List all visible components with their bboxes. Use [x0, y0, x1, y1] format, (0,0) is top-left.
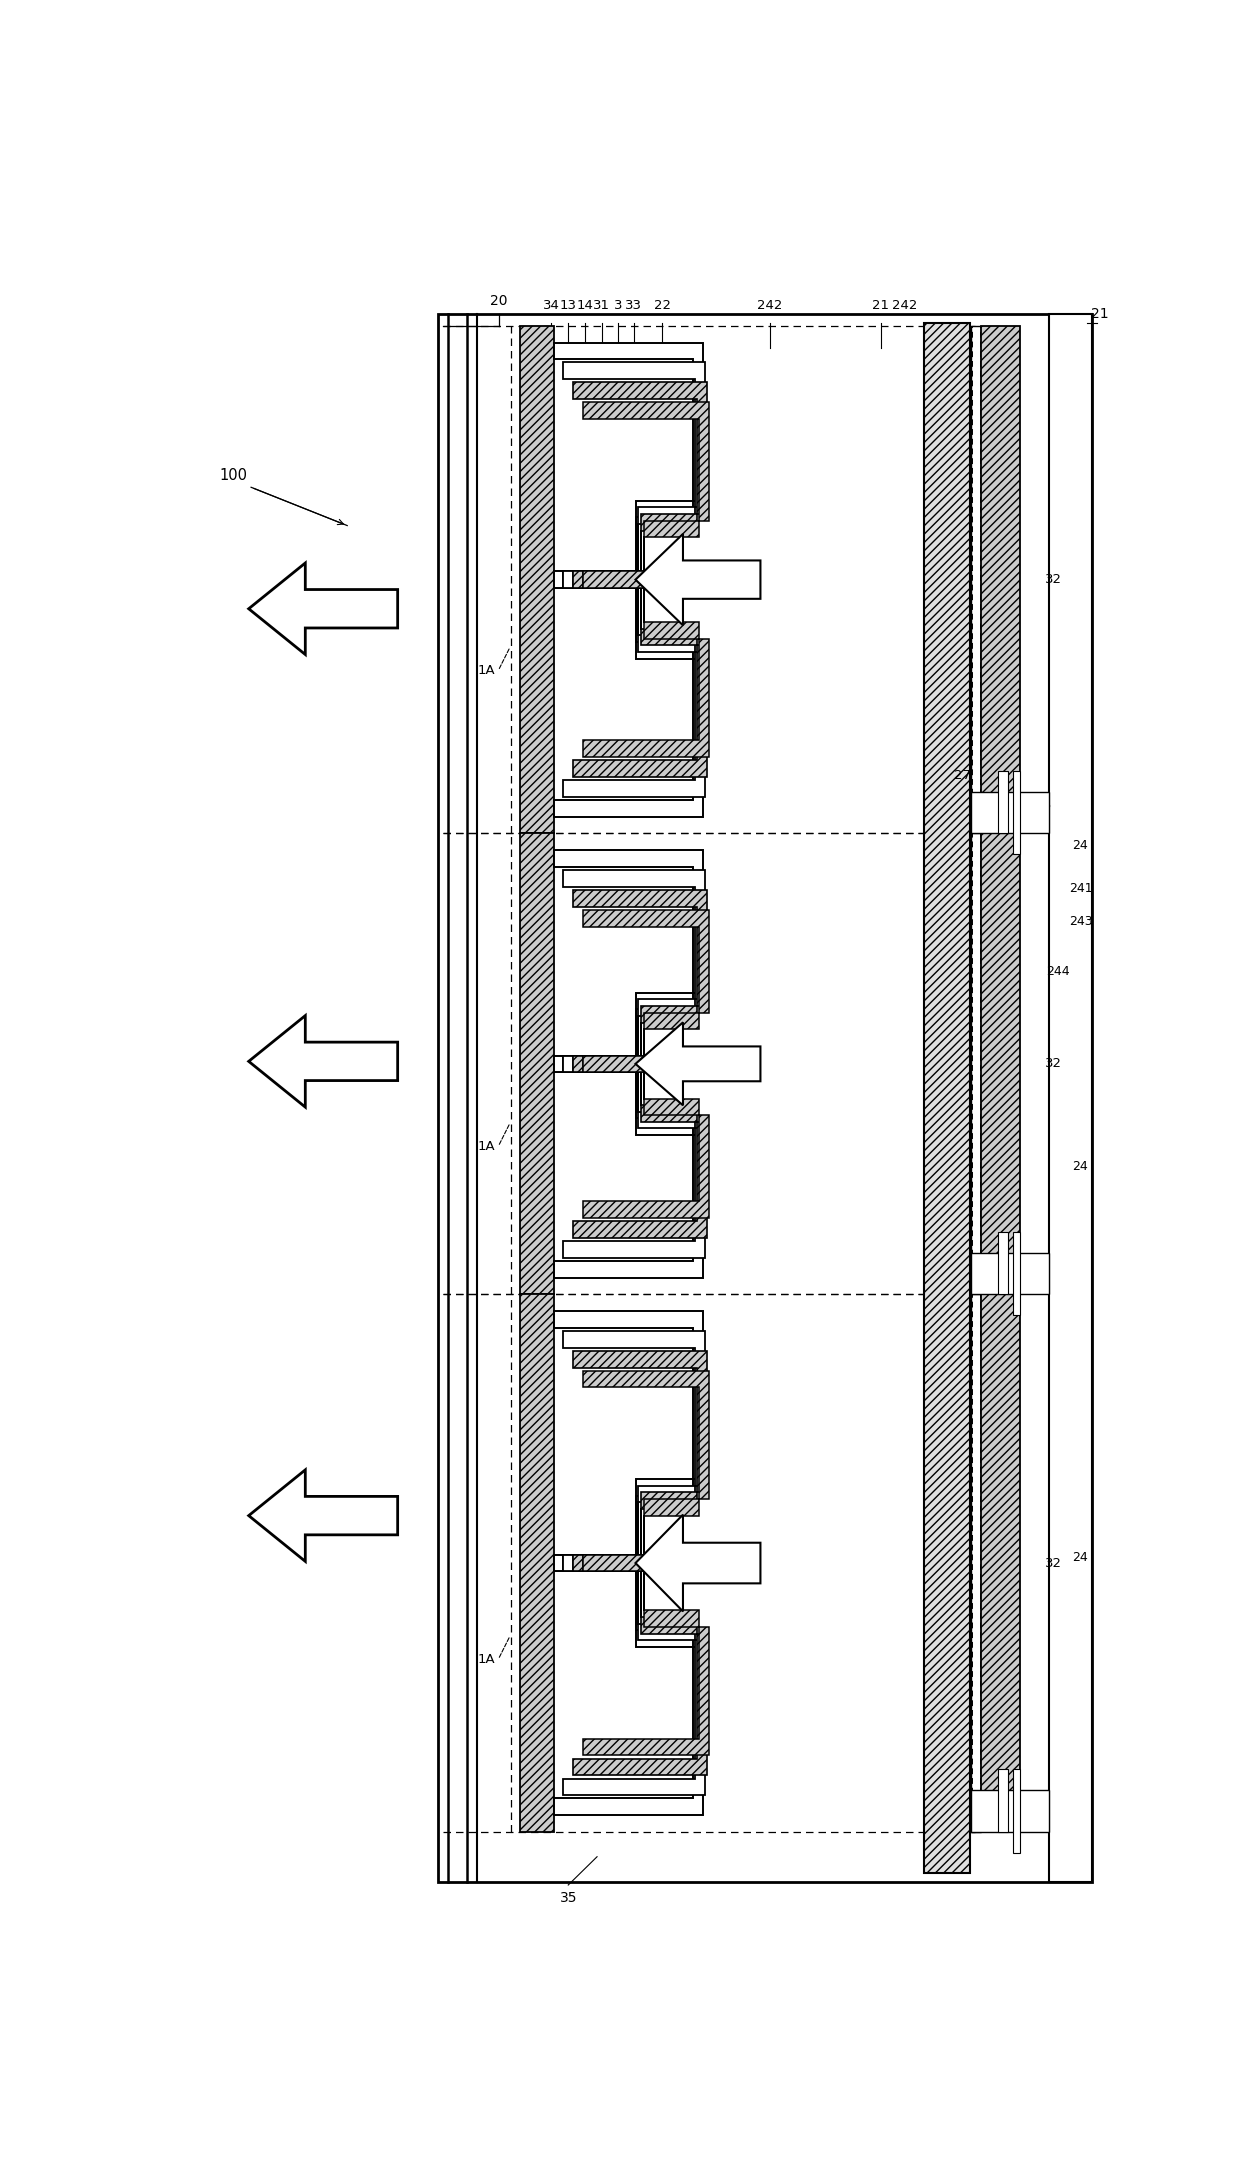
- Bar: [971, 1789, 1049, 1833]
- Bar: [1013, 1232, 1021, 1316]
- Text: 1A: 1A: [477, 1653, 495, 1666]
- Bar: [998, 1770, 1008, 1833]
- Text: 20: 20: [490, 294, 508, 307]
- Text: 245: 245: [1027, 800, 1052, 813]
- Polygon shape: [635, 1022, 760, 1104]
- Polygon shape: [573, 1554, 707, 1774]
- Text: 244: 244: [1047, 966, 1070, 979]
- Polygon shape: [583, 402, 708, 588]
- Bar: [971, 791, 1049, 834]
- Bar: [924, 322, 970, 1874]
- Bar: [971, 1253, 1049, 1294]
- Text: 100: 100: [219, 469, 248, 484]
- Bar: [971, 1294, 982, 1833]
- Polygon shape: [583, 1055, 708, 1219]
- Bar: [998, 1232, 1008, 1294]
- Polygon shape: [563, 871, 704, 1072]
- Polygon shape: [563, 1331, 704, 1571]
- Bar: [998, 771, 1008, 834]
- Bar: [521, 326, 554, 834]
- Polygon shape: [573, 1055, 707, 1238]
- Bar: [1049, 313, 1092, 1882]
- Text: 3: 3: [614, 300, 622, 313]
- Text: 13: 13: [559, 300, 577, 313]
- Polygon shape: [554, 1055, 703, 1277]
- Text: 32: 32: [1045, 1057, 1061, 1070]
- Bar: [521, 1294, 554, 1833]
- Text: 32: 32: [1045, 1556, 1061, 1569]
- Text: 31: 31: [594, 300, 610, 313]
- Polygon shape: [249, 1016, 398, 1106]
- Bar: [521, 834, 554, 1294]
- Text: 14: 14: [577, 300, 593, 313]
- Polygon shape: [573, 571, 707, 776]
- Text: 1A: 1A: [477, 663, 495, 679]
- Polygon shape: [554, 571, 703, 817]
- Polygon shape: [583, 1554, 708, 1755]
- Text: 33: 33: [625, 300, 642, 313]
- Text: 34: 34: [542, 300, 559, 313]
- Text: 243: 243: [1069, 914, 1092, 927]
- Text: 27: 27: [954, 769, 971, 782]
- Bar: [982, 1294, 1021, 1833]
- Bar: [1013, 1770, 1021, 1852]
- Polygon shape: [573, 890, 707, 1072]
- Polygon shape: [563, 571, 704, 797]
- Text: 241: 241: [1069, 882, 1092, 895]
- Bar: [982, 326, 1021, 834]
- Text: 24: 24: [1073, 1552, 1089, 1565]
- Bar: [971, 326, 982, 834]
- Bar: [439, 313, 1092, 1882]
- Polygon shape: [573, 382, 707, 588]
- Text: 242: 242: [758, 300, 782, 313]
- Polygon shape: [554, 849, 703, 1072]
- Polygon shape: [554, 1312, 703, 1571]
- Polygon shape: [563, 1554, 704, 1796]
- Polygon shape: [635, 534, 760, 625]
- Bar: [1013, 771, 1021, 854]
- Polygon shape: [583, 910, 708, 1072]
- Text: 242: 242: [892, 300, 918, 313]
- Text: 24: 24: [1073, 838, 1089, 851]
- Polygon shape: [249, 564, 398, 655]
- Polygon shape: [583, 1370, 708, 1571]
- Polygon shape: [554, 1554, 703, 1815]
- Text: 32: 32: [1045, 573, 1061, 586]
- Text: 21: 21: [872, 300, 889, 313]
- Text: 21: 21: [1091, 307, 1109, 322]
- Polygon shape: [563, 1055, 704, 1258]
- Polygon shape: [249, 1469, 398, 1562]
- Text: 35: 35: [559, 1891, 577, 1906]
- Text: 24: 24: [1073, 1160, 1089, 1173]
- Text: 1A: 1A: [477, 1141, 495, 1154]
- Polygon shape: [573, 1351, 707, 1571]
- Bar: [982, 834, 1021, 1294]
- Polygon shape: [563, 363, 704, 588]
- Text: 22: 22: [653, 300, 671, 313]
- Bar: [971, 834, 982, 1294]
- Polygon shape: [635, 1515, 760, 1612]
- Polygon shape: [583, 571, 708, 756]
- Polygon shape: [554, 341, 703, 588]
